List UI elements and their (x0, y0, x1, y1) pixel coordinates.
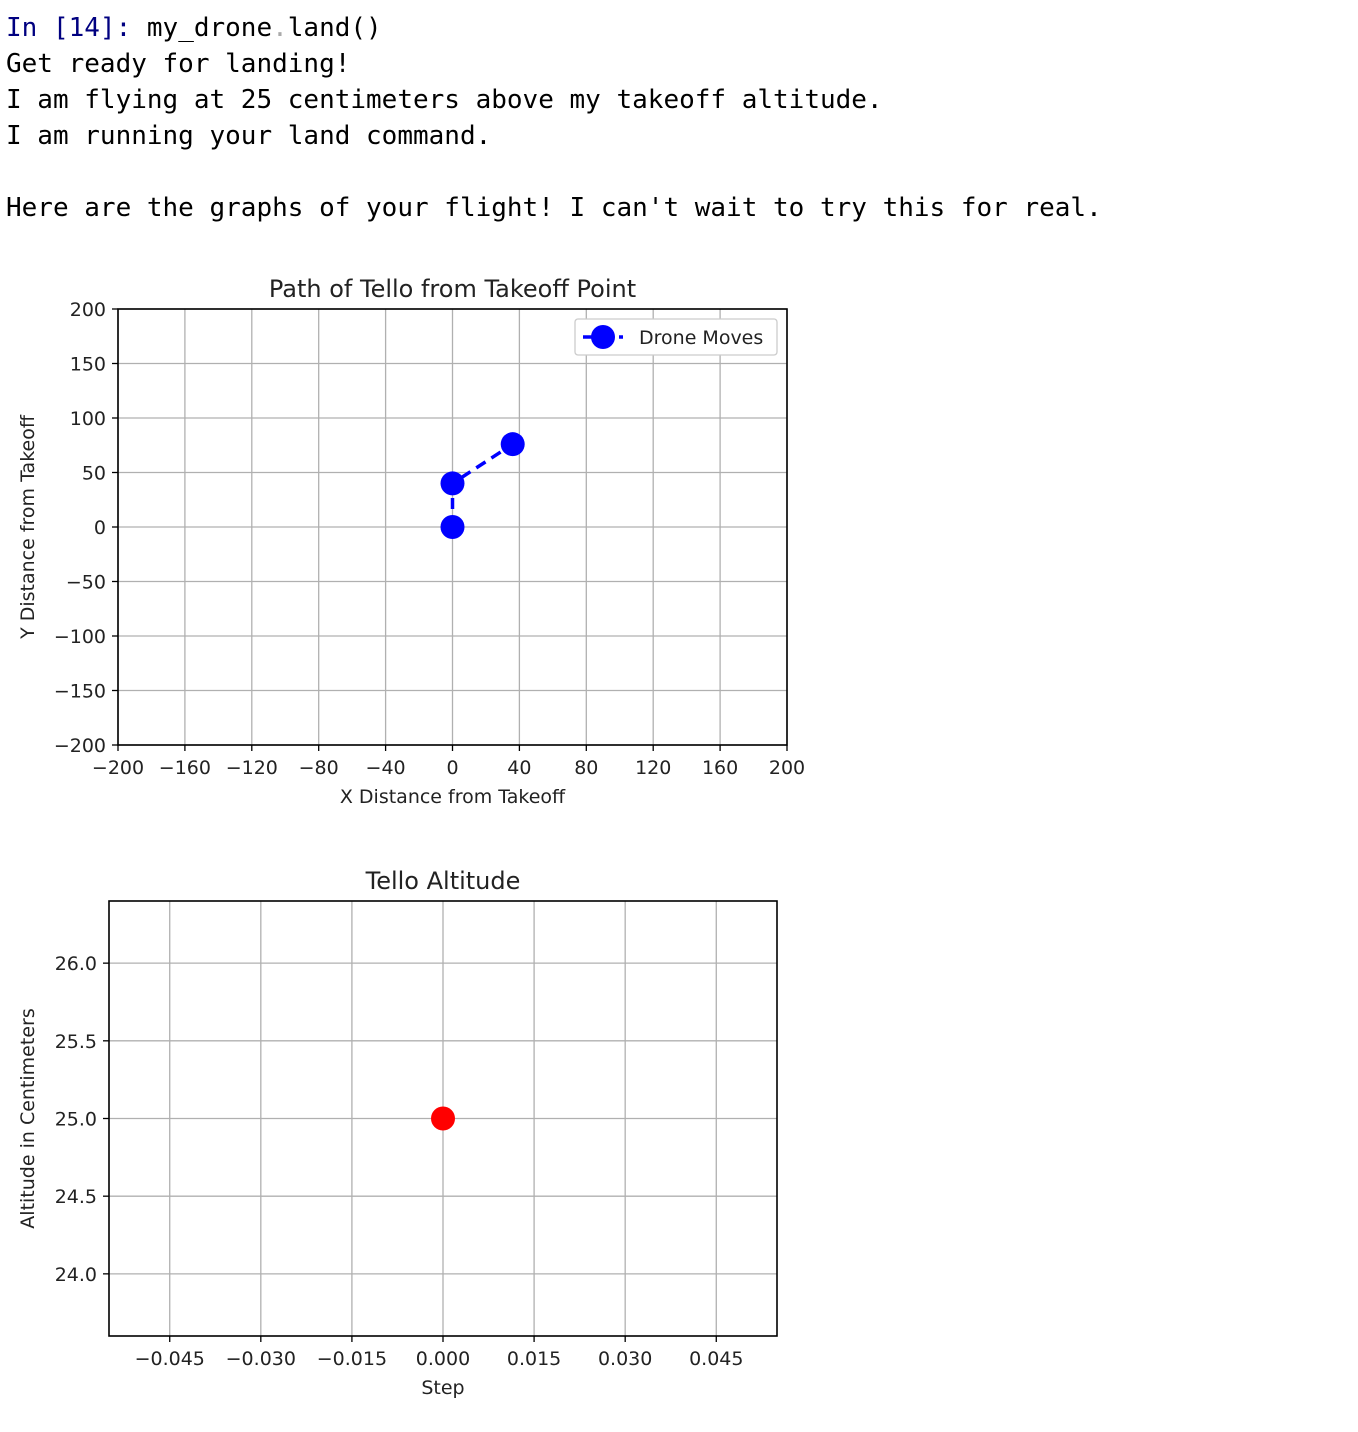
y-tick-label: 26.0 (55, 953, 97, 975)
y-axis-label: Altitude in Centimeters (17, 1008, 39, 1228)
y-tick-label: 0 (94, 517, 106, 539)
y-tick-label: −200 (54, 735, 106, 757)
data-point (440, 471, 465, 496)
x-tick-label: 80 (574, 757, 598, 779)
x-tick-label: 0.015 (507, 1348, 561, 1370)
y-tick-label: 150 (70, 354, 106, 376)
data-point (500, 432, 525, 457)
input-prompt: In [14]: (6, 13, 132, 43)
data-point (440, 515, 465, 539)
x-tick-label: 120 (635, 757, 671, 779)
x-tick-label: 0.045 (689, 1348, 743, 1370)
x-axis-label: Step (421, 1377, 464, 1399)
y-tick-label: 100 (70, 408, 106, 430)
code-dot-operator: . (272, 13, 288, 43)
altitude-chart: −0.045 −0.030 −0.015 0.000 0.015 0.030 0.045 24… (17, 867, 778, 1399)
y-tick-label: 24.0 (55, 1264, 97, 1286)
y-tick-label: −100 (54, 626, 106, 648)
x-tick-label: 200 (769, 757, 805, 779)
y-tick-label: 25.0 (55, 1109, 97, 1131)
x-tick-label: −0.015 (317, 1348, 387, 1370)
x-tick-label: −80 (299, 757, 339, 779)
legend-box (574, 318, 778, 356)
output-line: I am flying at 25 centimeters above my t… (6, 85, 883, 115)
x-tick-label: −40 (366, 757, 406, 779)
path-chart: −200 −160 −120 −80 −40 0 40 80 120 160 200 −200 −150… (17, 275, 805, 808)
y-tick-label: −150 (54, 681, 106, 703)
chart-title: Path of Tello from Takeoff Point (269, 275, 636, 303)
legend-marker (591, 325, 615, 349)
code-object: my_drone (146, 13, 273, 43)
output-line: Here are the graphs of your flight! I ca… (6, 193, 1102, 223)
x-tick-label: −120 (226, 757, 278, 779)
legend-label: Drone Moves (639, 327, 763, 349)
code-input-line[interactable]: In [14]: my_drone.land() (6, 10, 382, 46)
x-tick-label: −0.030 (226, 1348, 296, 1370)
output-line: Get ready for landing! (6, 49, 351, 79)
x-tick-label: −0.045 (135, 1348, 205, 1370)
x-tick-label: 0 (446, 757, 458, 779)
x-tick-label: 40 (507, 757, 531, 779)
y-tick-label: 50 (82, 463, 106, 485)
y-tick-label: 25.5 (55, 1031, 97, 1053)
x-axis-label: X Distance from Takeoff (340, 786, 566, 808)
y-tick-label: 200 (70, 299, 106, 321)
y-axis-label: Y Distance from Takeoff (17, 414, 39, 640)
x-tick-label: −160 (159, 757, 211, 779)
x-tick-label: 160 (702, 757, 738, 779)
x-tick-label: 0.030 (598, 1348, 652, 1370)
x-tick-label: −200 (92, 757, 144, 779)
y-tick-label: −50 (66, 572, 106, 594)
chart-title: Tello Altitude (365, 867, 521, 895)
code-call: land() (287, 13, 382, 43)
data-point (431, 1106, 455, 1131)
y-tick-label: 24.5 (55, 1186, 97, 1208)
output-line: I am running your land command. (6, 121, 492, 151)
x-tick-label: 0.000 (416, 1348, 470, 1370)
